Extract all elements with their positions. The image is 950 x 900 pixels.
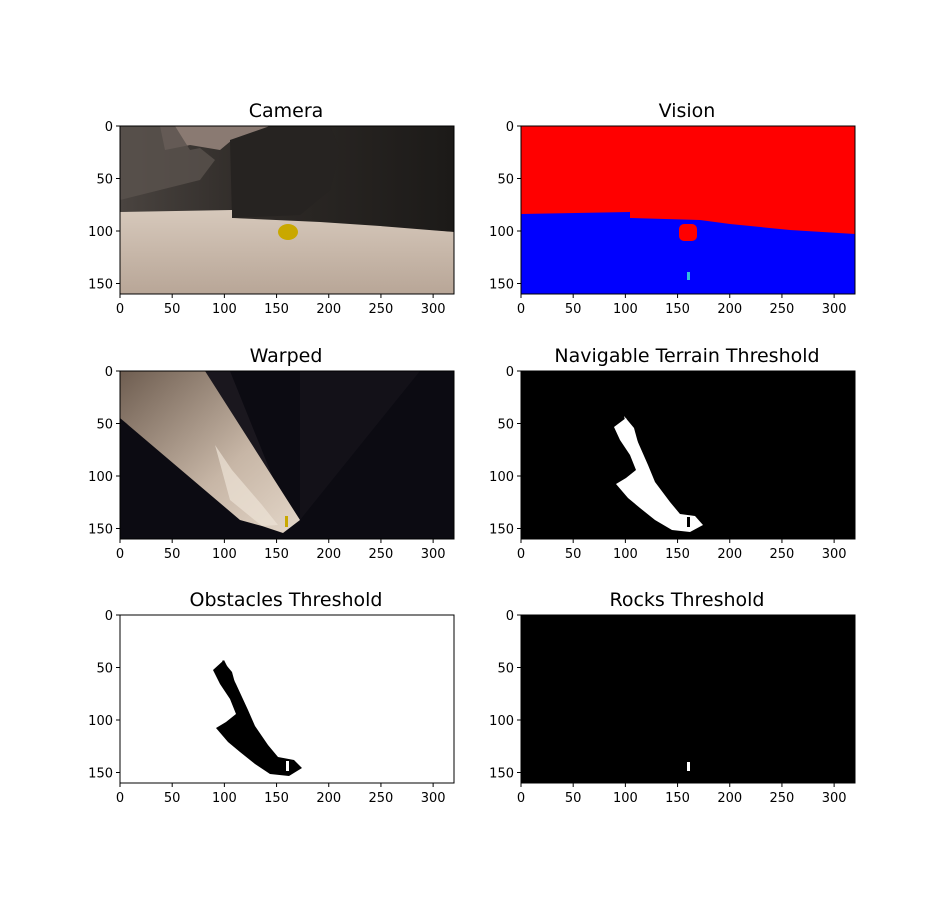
panel-vision: Vision (520, 100, 856, 295)
y-tick-label: 100 (489, 470, 514, 485)
x-tick-label: 100 (212, 302, 237, 317)
x-tick-label: 300 (822, 791, 847, 806)
panel-title: Warped (250, 345, 323, 367)
x-tick-label: 300 (822, 547, 847, 562)
x-tick-label: 200 (717, 547, 742, 562)
panel-title: Vision (659, 100, 716, 122)
x-tick-label: 250 (369, 302, 394, 317)
y-tick-label: 50 (96, 662, 113, 677)
panel-title: Rocks Threshold (610, 589, 765, 611)
x-tick-label: 0 (116, 302, 124, 317)
x-tick-label: 250 (770, 302, 795, 317)
y-tick-label: 0 (506, 365, 514, 380)
panel-obstacles: Obstacles Threshold (119, 589, 455, 784)
y-tick-label: 150 (489, 278, 514, 293)
x-tick-label: 250 (369, 791, 394, 806)
y-tick-label: 150 (489, 523, 514, 538)
panel-navigable: Navigable Terrain Threshold (520, 345, 856, 540)
x-tick-label: 200 (316, 791, 341, 806)
rock-sample-icon (285, 516, 288, 527)
panel-warped: Warped (119, 345, 455, 540)
x-tick-label: 100 (613, 302, 638, 317)
vision-image (521, 126, 855, 294)
camera-image (120, 126, 454, 294)
y-tick-label: 100 (88, 225, 113, 240)
x-tick-label: 150 (264, 791, 289, 806)
panel-title: Camera (249, 100, 324, 122)
x-tick-label: 150 (665, 302, 690, 317)
y-tick-label: 50 (497, 418, 514, 433)
x-tick-label: 150 (264, 302, 289, 317)
x-tick-label: 50 (164, 791, 181, 806)
obstacles-image (120, 615, 454, 783)
x-tick-label: 250 (369, 547, 394, 562)
x-tick-label: 50 (565, 791, 582, 806)
x-tick-label: 50 (565, 547, 582, 562)
x-tick-label: 300 (421, 791, 446, 806)
x-tick-label: 50 (565, 302, 582, 317)
x-tick-label: 200 (316, 302, 341, 317)
y-tick-label: 0 (105, 365, 113, 380)
x-tick-label: 200 (717, 791, 742, 806)
panel-title: Obstacles Threshold (190, 589, 383, 611)
rock-sample-icon (278, 224, 298, 240)
x-tick-label: 300 (421, 547, 446, 562)
x-tick-label: 300 (822, 302, 847, 317)
x-tick-label: 0 (517, 302, 525, 317)
x-tick-label: 0 (116, 791, 124, 806)
y-tick-label: 100 (88, 470, 113, 485)
panel-title: Navigable Terrain Threshold (554, 345, 819, 367)
x-tick-label: 300 (421, 302, 446, 317)
x-tick-label: 150 (264, 547, 289, 562)
x-tick-label: 250 (770, 791, 795, 806)
x-tick-label: 100 (212, 547, 237, 562)
y-tick-label: 100 (88, 714, 113, 729)
x-tick-label: 100 (613, 547, 638, 562)
x-tick-label: 200 (717, 302, 742, 317)
x-tick-label: 150 (665, 547, 690, 562)
y-tick-label: 0 (105, 120, 113, 135)
navigable-image (521, 371, 855, 539)
y-tick-label: 150 (489, 767, 514, 782)
rocks-image (521, 615, 855, 783)
y-tick-label: 150 (88, 523, 113, 538)
y-tick-label: 50 (96, 173, 113, 188)
y-tick-label: 0 (506, 120, 514, 135)
x-tick-label: 0 (517, 791, 525, 806)
panel-rocks: Rocks Threshold (520, 589, 856, 784)
warped-image (120, 371, 454, 539)
x-tick-label: 50 (164, 547, 181, 562)
y-tick-label: 50 (96, 418, 113, 433)
x-tick-label: 0 (116, 547, 124, 562)
y-tick-label: 50 (497, 662, 514, 677)
x-tick-label: 250 (770, 547, 795, 562)
panel-camera: Camera (119, 100, 455, 295)
x-tick-label: 50 (164, 302, 181, 317)
x-tick-label: 100 (212, 791, 237, 806)
y-tick-label: 150 (88, 278, 113, 293)
x-tick-label: 150 (665, 791, 690, 806)
y-tick-label: 0 (105, 609, 113, 624)
y-tick-label: 100 (489, 714, 514, 729)
rock-sample-icon (687, 762, 690, 771)
x-tick-label: 0 (517, 547, 525, 562)
y-tick-label: 150 (88, 767, 113, 782)
y-tick-label: 50 (497, 173, 514, 188)
x-tick-label: 200 (316, 547, 341, 562)
y-tick-label: 0 (506, 609, 514, 624)
y-tick-label: 100 (489, 225, 514, 240)
x-tick-label: 100 (613, 791, 638, 806)
